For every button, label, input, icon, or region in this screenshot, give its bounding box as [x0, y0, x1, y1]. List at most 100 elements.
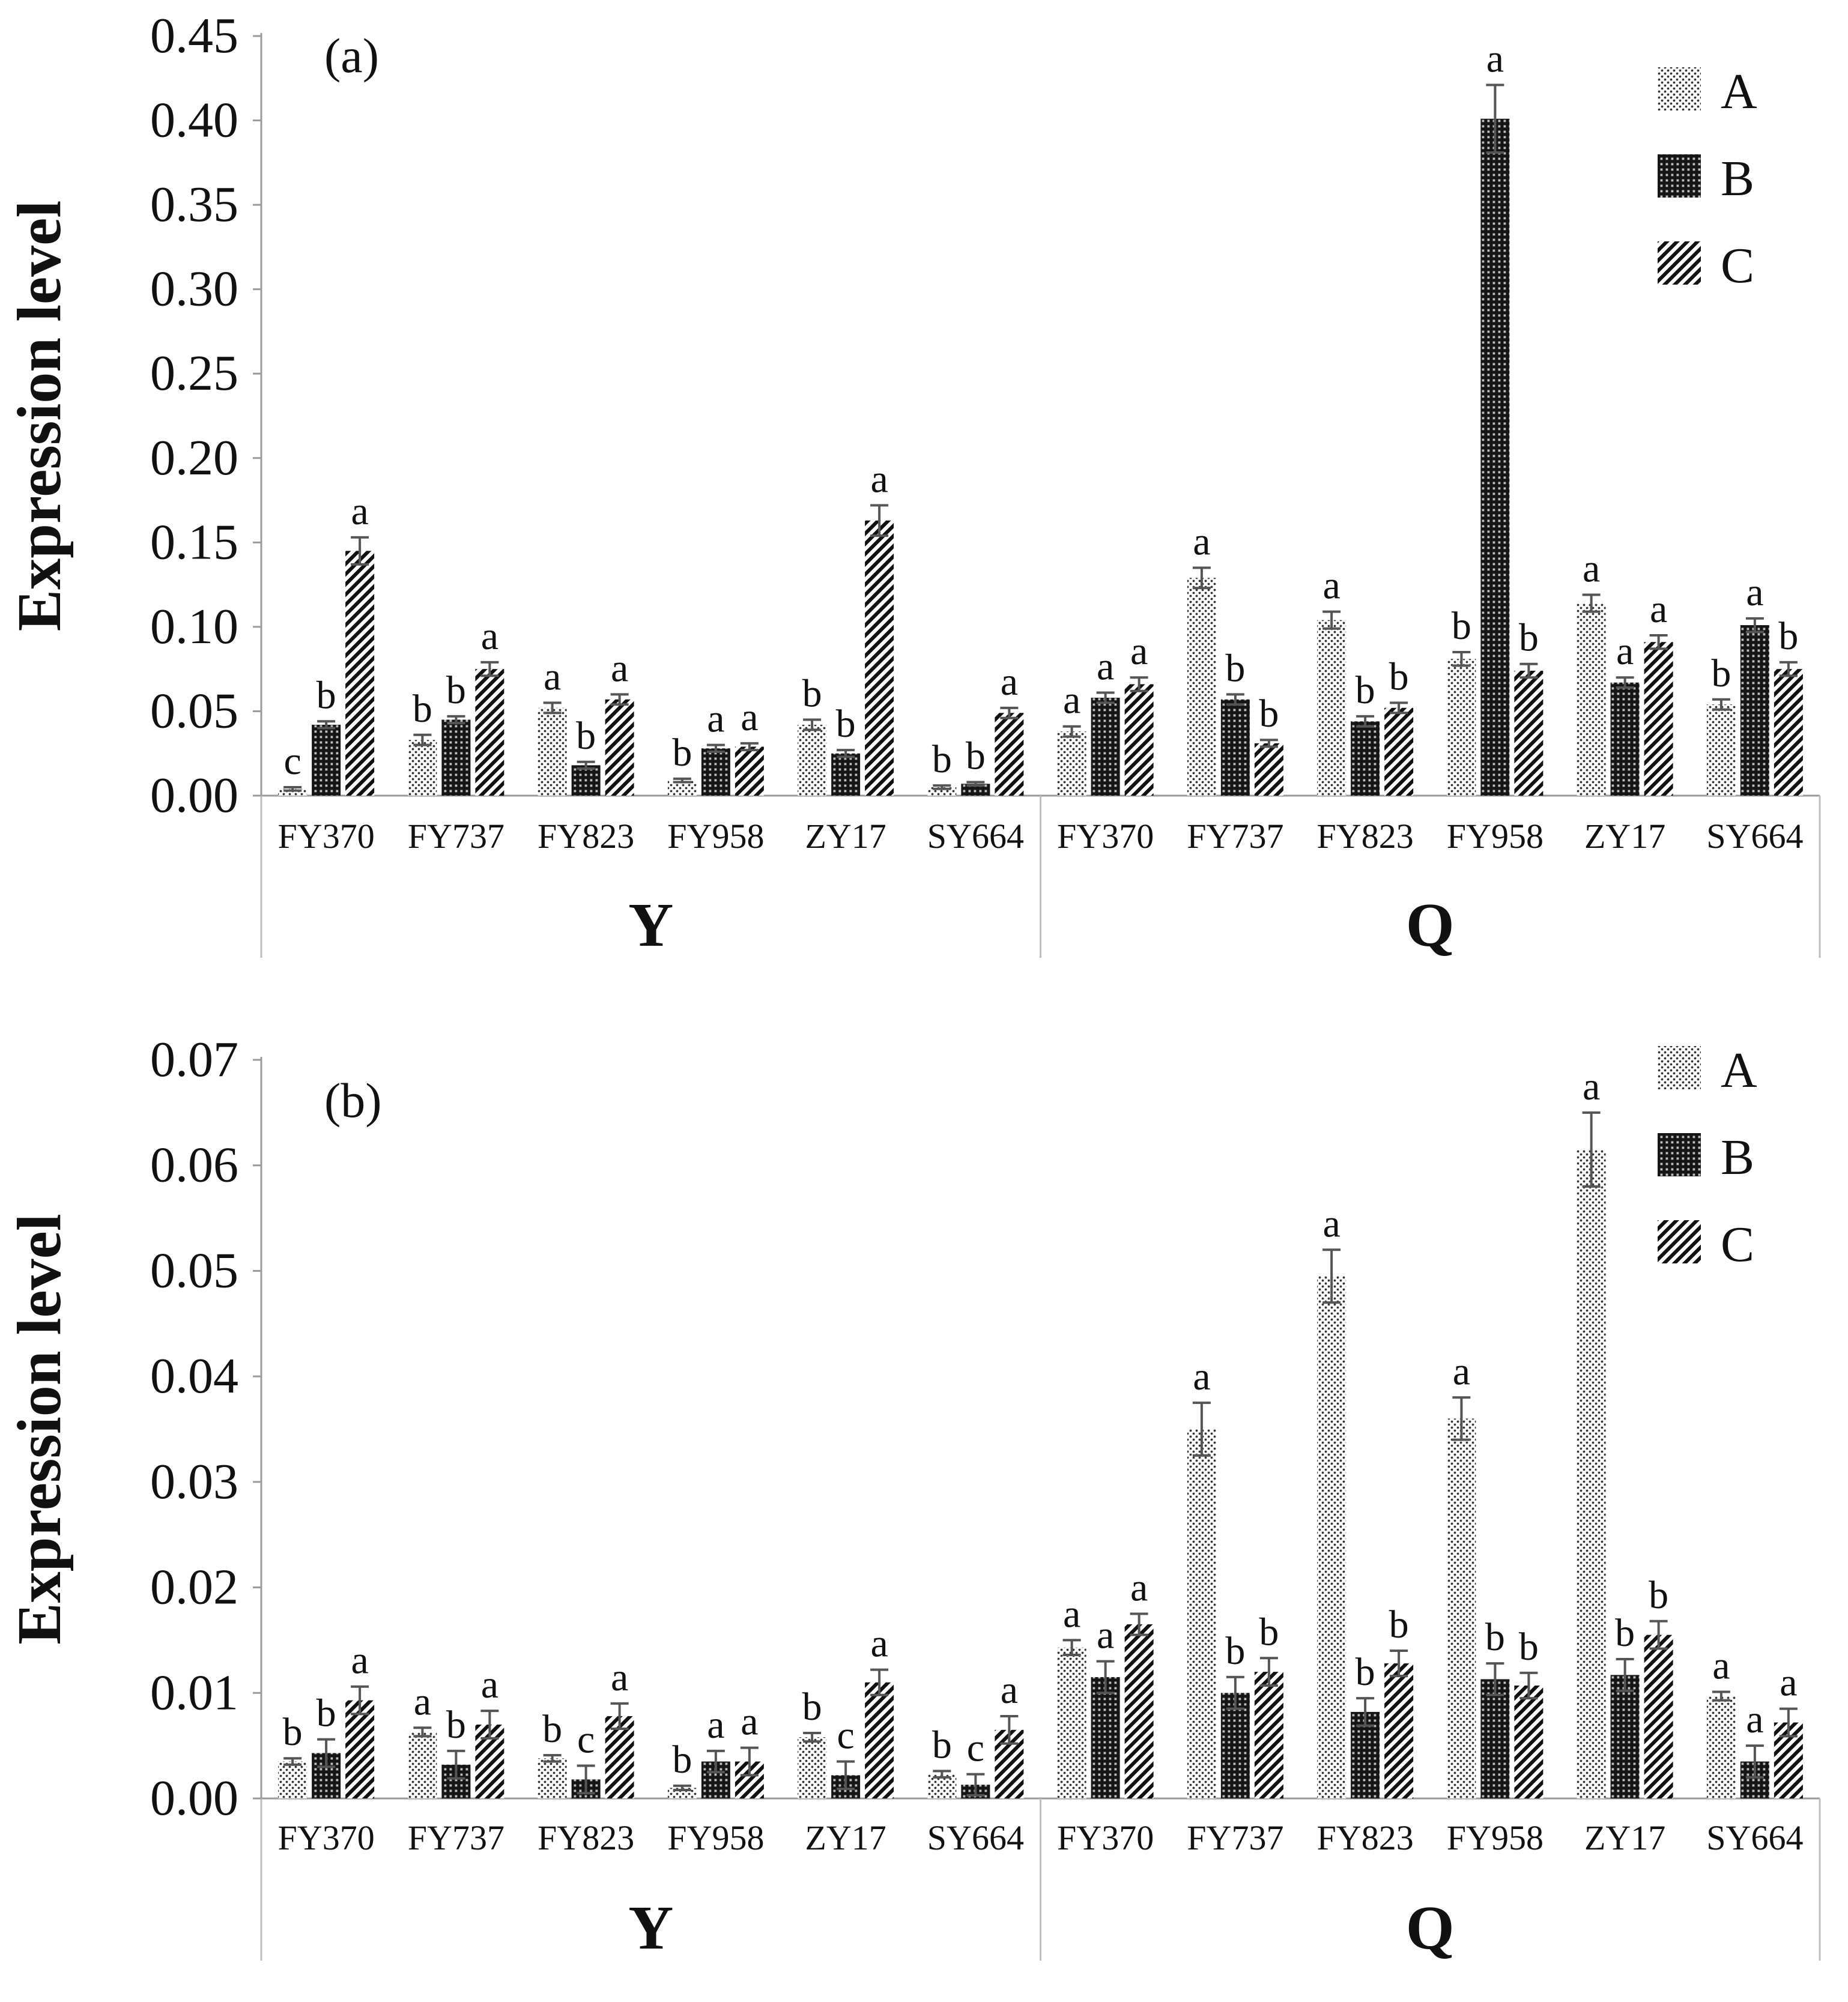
legend-swatch — [1658, 241, 1701, 285]
y-axis-title: Expression level — [5, 201, 74, 631]
significance-label: a — [1097, 1613, 1114, 1657]
x-category-label: FY823 — [538, 817, 634, 856]
significance-label: a — [1453, 1349, 1470, 1393]
legend-label: A — [1721, 1042, 1757, 1098]
y-tick-label: 0.07 — [150, 1032, 238, 1087]
significance-label: a — [1063, 1592, 1080, 1636]
bar — [1057, 731, 1086, 796]
bar — [345, 1700, 375, 1798]
significance-label: b — [446, 1703, 466, 1747]
significance-label: b — [672, 731, 692, 775]
significance-label: b — [446, 668, 466, 712]
bar — [1187, 1429, 1216, 1798]
x-category-label: FY958 — [667, 817, 764, 856]
bar — [1774, 669, 1803, 796]
y-tick-label: 0.03 — [150, 1454, 238, 1510]
legend-label: B — [1721, 1130, 1754, 1185]
x-category-label: FY958 — [667, 1818, 764, 1857]
bar — [1514, 1685, 1544, 1798]
bar — [701, 748, 730, 796]
significance-label: a — [1130, 629, 1148, 673]
bar — [278, 788, 307, 796]
significance-label: b — [836, 702, 856, 746]
x-category-label: FY958 — [1447, 1818, 1544, 1857]
significance-label: b — [932, 737, 952, 781]
bar — [1091, 1677, 1120, 1798]
x-category-label: FY737 — [408, 1818, 504, 1857]
y-tick-label: 0.04 — [150, 1348, 238, 1404]
significance-label: b — [1485, 1615, 1505, 1659]
significance-label: b — [1259, 1610, 1279, 1654]
significance-label: a — [870, 1622, 888, 1666]
significance-label: b — [1225, 1629, 1245, 1673]
legend-swatch — [1658, 1220, 1701, 1263]
x-category-label: FY370 — [278, 1818, 375, 1857]
bar — [995, 713, 1024, 796]
bar — [798, 1737, 827, 1798]
x-category-label: ZY17 — [805, 1818, 886, 1857]
significance-label: a — [1001, 660, 1018, 704]
bar — [408, 740, 437, 796]
significance-label: a — [481, 1663, 498, 1707]
y-tick-label: 0.15 — [150, 514, 238, 570]
y-tick-label: 0.05 — [150, 683, 238, 739]
bar — [441, 719, 471, 796]
significance-label: a — [481, 614, 498, 658]
group-label: Q — [1406, 1893, 1455, 1962]
significance-label: a — [351, 489, 368, 533]
significance-label: b — [1649, 1573, 1668, 1617]
y-tick-label: 0.40 — [150, 92, 238, 148]
bar — [1057, 1647, 1086, 1798]
significance-label: b — [1356, 1650, 1375, 1694]
y-tick-label: 0.10 — [150, 599, 238, 655]
significance-label: b — [1225, 646, 1245, 690]
x-category-label: FY823 — [1317, 1818, 1414, 1857]
group-label: Y — [628, 1893, 673, 1962]
x-category-label: ZY17 — [805, 817, 886, 856]
significance-label: a — [1063, 679, 1080, 722]
significance-label: b — [932, 1723, 952, 1767]
significance-label: b — [1519, 1625, 1539, 1669]
legend-label: B — [1721, 151, 1754, 207]
bar — [571, 765, 601, 796]
significance-label: b — [576, 714, 596, 758]
significance-label: c — [967, 1726, 984, 1770]
bar — [1577, 1149, 1606, 1798]
bar — [312, 724, 341, 796]
legend-label: A — [1721, 64, 1757, 119]
bar — [1644, 642, 1673, 796]
significance-label: a — [707, 1703, 724, 1747]
bar — [1124, 1624, 1154, 1798]
significance-label: b — [966, 734, 986, 778]
significance-label: a — [741, 695, 758, 739]
y-tick-label: 0.02 — [150, 1559, 238, 1615]
legend-swatch — [1658, 1133, 1701, 1176]
bar — [538, 707, 567, 796]
bar — [1514, 670, 1544, 796]
significance-label: a — [1583, 546, 1600, 590]
panel-label: (b) — [324, 1073, 382, 1128]
x-category-label: FY370 — [278, 817, 375, 856]
significance-label: a — [1322, 564, 1340, 608]
significance-label: b — [1711, 652, 1731, 695]
bar — [831, 753, 861, 796]
y-tick-label: 0.25 — [150, 345, 238, 401]
significance-label: b — [283, 1710, 303, 1754]
significance-label: a — [1193, 520, 1210, 564]
x-category-label: FY958 — [1447, 817, 1544, 856]
bar — [1610, 1675, 1640, 1798]
panel-b: 0.00 0.01 0.02 0.03 0.04 0.05 0.06 0.07 Expressi… — [5, 1032, 1821, 1962]
x-category-label: SY664 — [1706, 817, 1803, 856]
bar — [278, 1761, 307, 1798]
bar — [1740, 625, 1769, 796]
significance-label: a — [1322, 1202, 1340, 1245]
x-category-label: ZY17 — [1584, 817, 1665, 856]
y-tick-label: 0.00 — [150, 767, 238, 823]
significance-label: c — [577, 1718, 595, 1762]
significance-label: b — [1519, 616, 1539, 660]
bar — [1447, 1418, 1476, 1798]
bar — [1351, 721, 1380, 796]
y-tick-label: 0.35 — [150, 177, 238, 232]
significance-label: a — [1712, 1644, 1730, 1688]
